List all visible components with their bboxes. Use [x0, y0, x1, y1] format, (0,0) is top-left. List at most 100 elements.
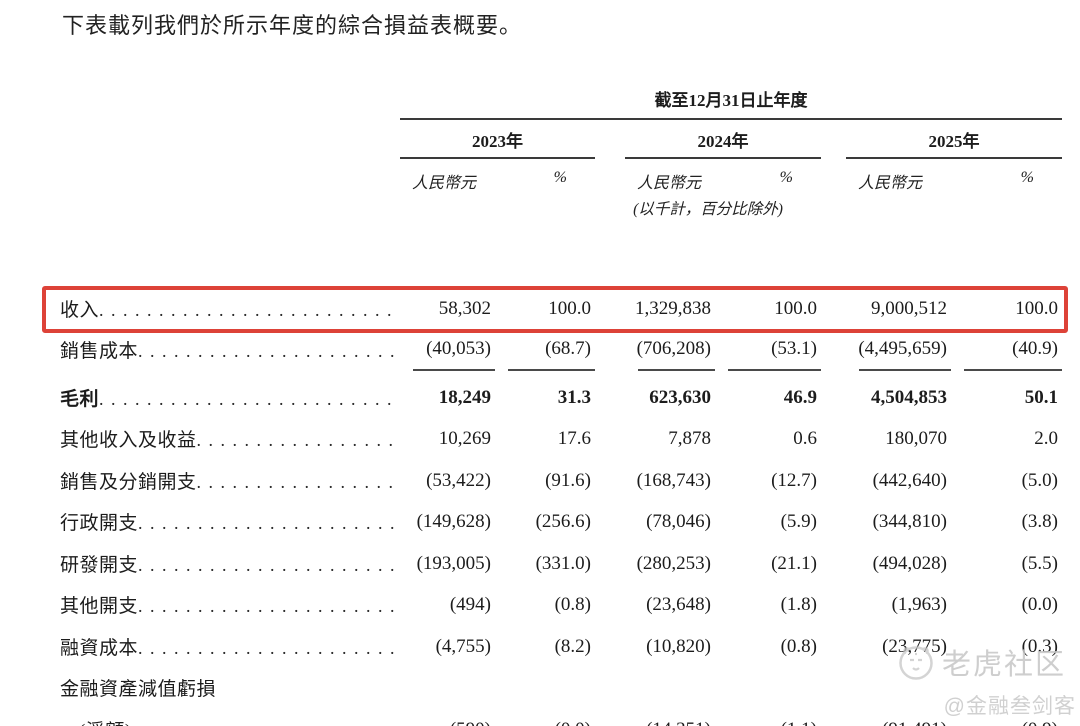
cell-pct-2025: (3.8): [1021, 511, 1058, 533]
cell-pct-2023: (256.6): [535, 511, 591, 533]
table-header: 截至12月31日止年度 2023年 2024年 2025年 人民幣元 % 人民幣…: [60, 86, 1062, 219]
cell-pct-2023: (8.2): [554, 635, 591, 657]
cell-rmb-2025: 9,000,512: [871, 297, 947, 319]
dot-leader: [99, 300, 400, 323]
cell-pct-2024: (12.7): [771, 469, 817, 491]
cell-rmb-2023: (193,005): [416, 552, 491, 574]
table-row: 行政開支 (149,628) (256.6) (78,046) (5.9) (3…: [60, 502, 1062, 544]
tiger-logo-icon: [899, 646, 933, 680]
cell-rmb-2025: (442,640): [872, 469, 947, 491]
cell-rmb-2025: 180,070: [885, 428, 947, 450]
year-header-row: 2023年 2024年 2025年: [60, 127, 1062, 159]
cell-rmb-2023: (40,053): [413, 330, 495, 371]
cell-pct-2023: (91.6): [545, 469, 591, 491]
cell-pct-2023: (331.0): [535, 552, 591, 574]
dot-leader: [99, 389, 400, 412]
cell-rmb-2025: (494,028): [872, 552, 947, 574]
cell-rmb-2023: 58,302: [438, 297, 491, 319]
cell-rmb-2024: (706,208): [637, 330, 715, 371]
cell-rmb-2025: (4,495,659): [858, 330, 951, 371]
column-subheader-row: 人民幣元 % 人民幣元 % 人民幣元 %: [60, 169, 1062, 193]
cell-rmb-2025: (23,775): [882, 635, 947, 657]
watermark-community-label: 老虎社区: [942, 649, 1067, 681]
dot-leader: [132, 721, 400, 726]
cell-pct-2024: 100.0: [774, 297, 817, 319]
cell-rmb-2025: (91,491): [846, 719, 951, 726]
period-header: 截至12月31日止年度: [400, 86, 1062, 120]
cell-pct-2025: (0.0): [1021, 594, 1058, 616]
row-label: 銷售及分銷開支: [60, 467, 400, 495]
table-row: 銷售及分銷開支 (53,422) (91.6) (168,743) (12.7)…: [60, 460, 1062, 502]
cell-rmb-2023: (53,422): [426, 469, 491, 491]
dot-leader: [138, 638, 400, 661]
cell-pct-2024: (21.1): [771, 552, 817, 574]
watermark-handle: @金融叁剑客: [943, 695, 1076, 718]
page-title: 下表載列我們於所示年度的綜合損益表概要。: [62, 13, 523, 38]
table-row: 毛利 18,249 31.3 623,630 46.9 4,504,853 50…: [60, 377, 1062, 419]
cell-pct-2025: 50.1: [1024, 386, 1058, 408]
row-label: 融資成本: [60, 633, 400, 661]
cell-pct-2023: (0.0): [495, 719, 595, 726]
cell-pct-2024: (1.8): [780, 594, 817, 616]
unit-note: (以千計，百分比除外): [633, 201, 783, 218]
cell-rmb-2024: (14,351): [625, 719, 715, 726]
cell-rmb-2024: (10,820): [646, 635, 711, 657]
dot-leader: [138, 341, 400, 364]
cell-rmb-2024: (23,648): [646, 594, 711, 616]
cell-pct-2023: 31.3: [557, 386, 591, 408]
table-row: 其他收入及收益 10,269 17.6 7,878 0.6 180,070 2.…: [60, 419, 1062, 461]
dot-leader: [138, 513, 400, 536]
cell-rmb-2023: (149,628): [416, 511, 491, 533]
cell-pct-2023: (0.8): [554, 594, 591, 616]
cell-pct-2024: (0.8): [780, 635, 817, 657]
cell-pct-2024: (1.1): [715, 719, 821, 726]
row-label: 其他收入及收益: [60, 425, 400, 453]
cell-pct-2025: (5.0): [1021, 469, 1058, 491]
table-row: 融資成本 (4,755) (8.2) (10,820) (0.8) (23,77…: [60, 626, 1062, 668]
year-2024-header: 2024年: [625, 127, 821, 159]
row-label: 其他開支: [60, 591, 400, 619]
row-label: (淨額): [60, 716, 400, 726]
cell-rmb-2023: (590): [400, 719, 495, 726]
table-body: 收入 58,302 100.0 1,329,838 100.0 9,000,51…: [42, 286, 1068, 726]
cell-pct-2024: (5.9): [780, 511, 817, 533]
percent-header-2025: %: [1020, 169, 1034, 186]
cell-pct-2024: (53.1): [728, 330, 821, 371]
percent-header-2023: %: [553, 169, 567, 186]
cell-rmb-2023: (494): [449, 594, 491, 616]
dot-leader: [197, 472, 400, 495]
row-label: 金融資產減值虧損: [60, 679, 217, 701]
cell-rmb-2024: 7,878: [668, 428, 711, 450]
row-label: 銷售成本: [60, 336, 400, 364]
percent-header-2024: %: [779, 169, 793, 186]
currency-header-2025: 人民幣元: [858, 175, 923, 192]
cell-pct-2025: (5.5): [1021, 552, 1058, 574]
cell-pct-2025: 100.0: [1015, 297, 1058, 319]
year-2025-header: 2025年: [846, 127, 1062, 159]
dot-leader: [138, 555, 400, 578]
row-label: 收入: [60, 295, 400, 323]
cell-rmb-2025: (1,963): [891, 594, 947, 616]
cell-rmb-2025: (344,810): [872, 511, 947, 533]
currency-header-2023: 人民幣元: [412, 175, 477, 192]
cell-rmb-2024: (78,046): [646, 511, 711, 533]
table-row: 金融資產減值虧損: [60, 668, 1062, 710]
cell-pct-2024: 46.9: [783, 386, 817, 408]
table-row: (淨額) (590) (0.0) (14,351) (1.1) (91,491)…: [60, 709, 1062, 726]
cell-pct-2023: (68.7): [508, 330, 595, 371]
table-row: 銷售成本 (40,053) (68.7) (706,208) (53.1) (4…: [60, 330, 1062, 371]
cell-pct-2023: 17.6: [557, 428, 591, 450]
dot-leader: [197, 430, 400, 453]
cell-rmb-2024: (168,743): [636, 469, 711, 491]
row-label: 研發開支: [60, 550, 400, 578]
cell-rmb-2023: (4,755): [435, 635, 491, 657]
year-2023-header: 2023年: [400, 127, 595, 159]
cell-rmb-2023: 18,249: [438, 386, 491, 408]
row-label: 毛利: [60, 384, 400, 412]
table-row: 收入 58,302 100.0 1,329,838 100.0 9,000,51…: [42, 286, 1068, 332]
currency-header-2024: 人民幣元: [637, 175, 702, 192]
cell-rmb-2024: 623,630: [649, 386, 711, 408]
cell-rmb-2024: 1,329,838: [635, 297, 711, 319]
cell-pct-2025: (0.3): [1021, 635, 1058, 657]
